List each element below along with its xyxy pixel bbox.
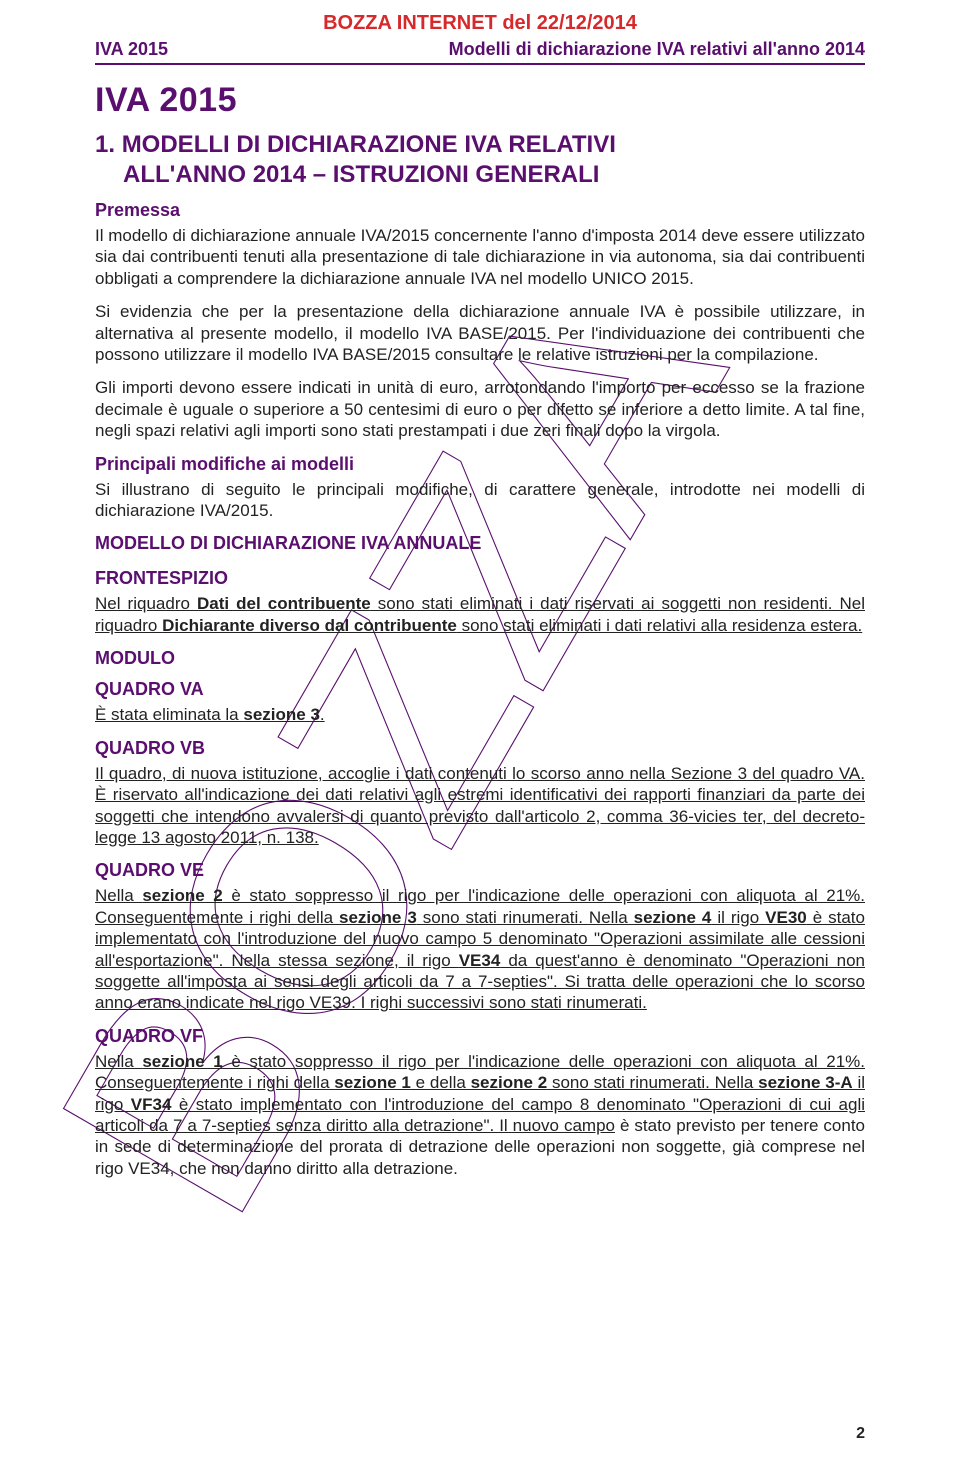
- quadro-vf-heading: QUADRO VF: [95, 1026, 865, 1047]
- header-right: Modelli di dichiarazione IVA relativi al…: [449, 39, 865, 60]
- page-title: IVA 2015: [95, 81, 865, 120]
- quadro-ve-heading: QUADRO VE: [95, 860, 865, 881]
- quadro-va-heading: QUADRO VA: [95, 679, 865, 700]
- quadro-va-p: È stata eliminata la sezione 3.: [95, 704, 865, 725]
- modulo-heading: MODULO: [95, 648, 865, 669]
- section-1-heading: 1. MODELLI DI DICHIARAZIONE IVA RELATIVI…: [95, 130, 865, 190]
- header-rule: [95, 63, 865, 65]
- quadro-vb-heading: QUADRO VB: [95, 738, 865, 759]
- premessa-p2: Si evidenzia che per la presentazione de…: [95, 301, 865, 365]
- section-line2: ALL'ANNO 2014 – ISTRUZIONI GENERALI: [95, 160, 865, 190]
- page-number: 2: [856, 1425, 865, 1443]
- draft-banner: BOZZA INTERNET del 22/12/2014: [95, 0, 865, 35]
- frontespizio-heading: FRONTESPIZIO: [95, 568, 865, 589]
- section-line1: MODELLI DI DICHIARAZIONE IVA RELATIVI: [122, 131, 616, 158]
- header-left: IVA 2015: [95, 39, 168, 60]
- modifiche-heading: Principali modifiche ai modelli: [95, 454, 865, 475]
- quadro-vf-p: Nella sezione 1 è stato soppresso il rig…: [95, 1051, 865, 1179]
- quadro-vb-p: Il quadro, di nuova istituzione, accogli…: [95, 763, 865, 849]
- quadro-ve-p: Nella sezione 2 è stato soppresso il rig…: [95, 885, 865, 1013]
- section-number: 1.: [95, 131, 115, 158]
- modello-heading: MODELLO DI DICHIARAZIONE IVA ANNUALE: [95, 533, 865, 554]
- premessa-p1: Il modello di dichiarazione annuale IVA/…: [95, 225, 865, 289]
- modifiche-p: Si illustrano di seguito le principali m…: [95, 479, 865, 522]
- premessa-p3: Gli importi devono essere indicati in un…: [95, 377, 865, 441]
- frontespizio-p: Nel riquadro Dati del contribuente sono …: [95, 593, 865, 636]
- premessa-heading: Premessa: [95, 200, 865, 221]
- running-header: IVA 2015 Modelli di dichiarazione IVA re…: [95, 39, 865, 60]
